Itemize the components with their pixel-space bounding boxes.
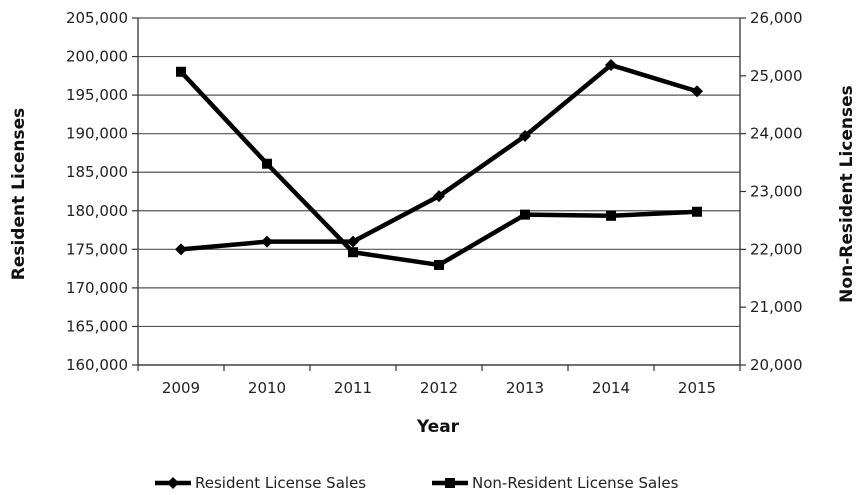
data-point-diamond bbox=[691, 85, 703, 98]
left-tick-label: 170,000 bbox=[66, 279, 128, 297]
right-tick-label: 20,000 bbox=[750, 356, 803, 374]
legend-marker bbox=[167, 477, 179, 489]
x-tick-label: 2011 bbox=[334, 379, 372, 397]
legend-marker bbox=[445, 478, 455, 488]
x-tick-label: 2014 bbox=[592, 379, 630, 397]
left-tick-label: 185,000 bbox=[66, 163, 128, 181]
x-tick-label: 2013 bbox=[506, 379, 544, 397]
data-point-square bbox=[606, 210, 616, 221]
right-tick-label: 24,000 bbox=[750, 125, 803, 143]
data-point-diamond bbox=[347, 235, 359, 248]
data-point-square bbox=[348, 247, 358, 258]
left-tick-label: 175,000 bbox=[66, 240, 128, 258]
series-1 bbox=[175, 59, 703, 256]
y2-axis-title: Non-Resident Licenses bbox=[837, 85, 857, 303]
right-tick-label: 21,000 bbox=[750, 298, 803, 316]
data-point-diamond bbox=[175, 243, 187, 256]
x-tick-label: 2015 bbox=[678, 379, 716, 397]
data-point-diamond bbox=[605, 59, 617, 72]
left-tick-label: 200,000 bbox=[66, 48, 128, 66]
data-point-diamond bbox=[433, 190, 445, 203]
data-point-square bbox=[520, 209, 530, 220]
right-tick-label: 26,000 bbox=[750, 9, 803, 27]
x-axis-ticks: 2009 2010 2011 2012 2013 2014 2015 bbox=[137, 365, 741, 397]
data-point-square bbox=[176, 66, 186, 77]
left-axis-ticks: 160,000 165,000 170,000 175,000 180,000 185,0… bbox=[66, 9, 138, 374]
data-point-square bbox=[262, 158, 272, 169]
left-tick-label: 205,000 bbox=[66, 9, 128, 27]
data-point-diamond bbox=[261, 235, 273, 248]
series-layer bbox=[175, 59, 703, 270]
right-tick-label: 23,000 bbox=[750, 183, 803, 201]
left-tick-label: 195,000 bbox=[66, 86, 128, 104]
series-line bbox=[179, 70, 698, 268]
legend: Resident License Sales Non-Resident Licen… bbox=[155, 474, 679, 492]
x-tick-label: 2012 bbox=[420, 379, 458, 397]
data-point-square bbox=[434, 259, 444, 270]
right-axis-ticks: 20,000 21,000 22,000 23,000 24,000 25,000 26,0… bbox=[740, 9, 803, 374]
left-tick-label: 160,000 bbox=[66, 356, 128, 374]
x-tick-label: 2010 bbox=[248, 379, 286, 397]
legend-entry-1: Resident License Sales bbox=[155, 474, 366, 492]
right-tick-label: 25,000 bbox=[750, 67, 803, 85]
left-tick-label: 180,000 bbox=[66, 202, 128, 220]
left-tick-label: 165,000 bbox=[66, 317, 128, 335]
series-2 bbox=[176, 66, 702, 270]
y-axis-title: Resident Licenses bbox=[9, 108, 29, 281]
x-tick-label: 2009 bbox=[162, 379, 200, 397]
legend-label: Resident License Sales bbox=[195, 474, 366, 492]
left-tick-label: 190,000 bbox=[66, 125, 128, 143]
x-axis-title: Year bbox=[416, 417, 460, 437]
legend-label: Non-Resident License Sales bbox=[472, 474, 679, 492]
data-point-diamond bbox=[519, 129, 531, 142]
legend-entry-2: Non-Resident License Sales bbox=[432, 474, 679, 492]
data-point-square bbox=[692, 206, 702, 217]
right-tick-label: 22,000 bbox=[750, 240, 803, 258]
